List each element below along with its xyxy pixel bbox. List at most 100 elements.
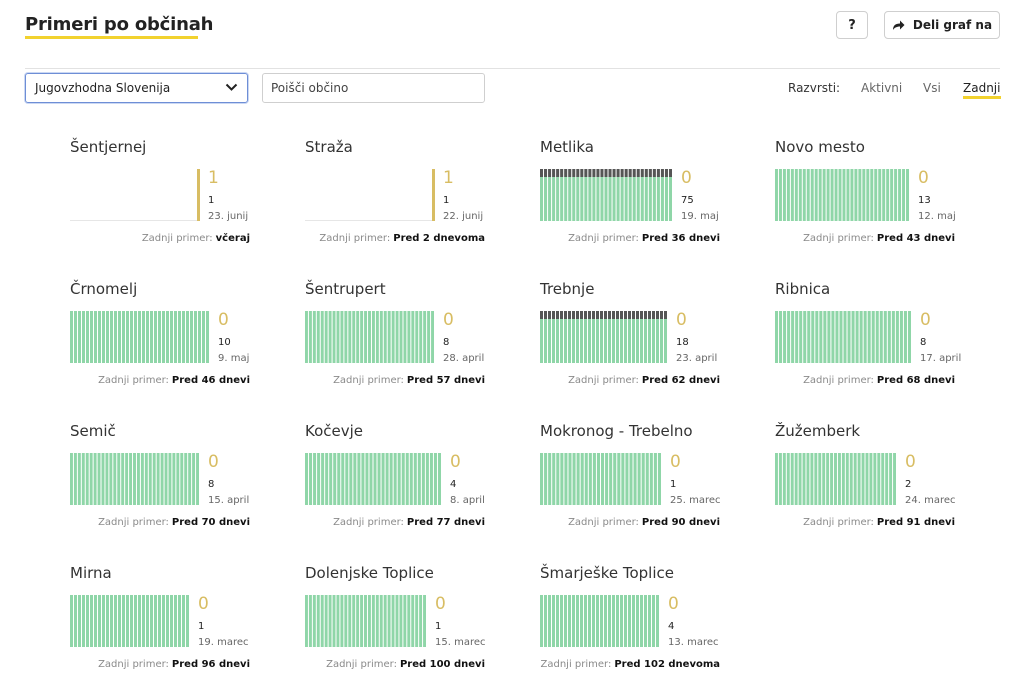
case-bar — [379, 595, 383, 647]
deceased-bar — [660, 169, 664, 177]
case-bar — [134, 311, 137, 363]
deceased-bar — [568, 311, 571, 319]
municipality-search-input[interactable] — [262, 73, 485, 103]
case-bar — [624, 595, 627, 647]
case-bar — [853, 453, 857, 505]
case-bar — [186, 595, 189, 647]
case-bar — [652, 595, 655, 647]
deceased-bar — [616, 311, 619, 319]
case-bar — [206, 311, 209, 363]
deceased-bar — [616, 169, 620, 177]
case-bar — [869, 453, 873, 505]
case-bar — [74, 311, 77, 363]
last-case-date: 15. april — [208, 495, 250, 506]
deceased-bar — [600, 169, 604, 177]
case-bar — [70, 453, 73, 505]
deceased-bar — [656, 169, 660, 177]
case-bar — [588, 319, 591, 363]
case-bar — [628, 319, 631, 363]
municipality-card: Trebnje 0 18 23. april Zadnji primer: Pred 62… — [540, 280, 726, 392]
last-case-footer: Zadnji primer: Pred 46 dnevi — [70, 375, 250, 386]
case-bar — [130, 311, 133, 363]
share-arrow-icon — [892, 20, 905, 30]
case-bar — [644, 595, 647, 647]
last-case-date: 15. marec — [435, 637, 486, 648]
case-bar — [556, 453, 560, 505]
deceased-bar — [564, 169, 568, 177]
case-bar — [144, 453, 148, 505]
help-button[interactable]: ? — [836, 11, 868, 39]
case-bar — [823, 311, 827, 363]
case-bar — [357, 453, 361, 505]
sort-option-all[interactable]: Vsi — [923, 81, 941, 95]
case-bar — [324, 595, 328, 647]
region-select[interactable]: Jugovzhodna Slovenija — [25, 73, 248, 103]
case-bar — [399, 311, 403, 363]
case-bar — [78, 311, 81, 363]
last-case-footer: Zadnji primer: Pred 100 dnevi — [305, 659, 485, 670]
last-case-footer: Zadnji primer: Pred 90 dnevi — [540, 517, 720, 528]
active-count: 0 — [218, 310, 229, 330]
deceased-bar — [664, 311, 667, 319]
last-case-footer: Zadnji primer: Pred 2 dnevoma — [305, 233, 485, 244]
case-bar — [383, 595, 387, 647]
sort-option-latest[interactable]: Zadnji — [963, 81, 1001, 95]
case-bar — [592, 595, 595, 647]
case-bar — [584, 319, 587, 363]
case-bar — [361, 453, 365, 505]
municipality-name: Šmarješke Toplice — [540, 564, 674, 582]
case-bar — [427, 311, 431, 363]
case-bar — [540, 177, 544, 221]
case-bar — [403, 311, 407, 363]
case-bar — [605, 453, 609, 505]
case-bar — [387, 595, 391, 647]
case-bar — [110, 595, 113, 647]
case-bar — [320, 311, 324, 363]
sort-option-active[interactable]: Aktivni — [861, 81, 903, 95]
case-bar — [202, 311, 205, 363]
last-case-date: 19. maj — [681, 211, 719, 222]
case-bar — [407, 311, 411, 363]
case-bar — [803, 311, 807, 363]
case-bar — [620, 177, 624, 221]
total-count: 10 — [218, 337, 231, 348]
case-bar — [340, 311, 344, 363]
sparkline-chart — [775, 311, 911, 363]
case-bar — [544, 453, 548, 505]
sparkline-chart — [540, 311, 667, 363]
case-bar — [312, 595, 316, 647]
share-button[interactable]: Deli graf na — [884, 11, 1000, 39]
case-bar — [118, 311, 121, 363]
last-case-label: Zadnji primer: — [568, 233, 639, 244]
deceased-bar — [572, 169, 576, 177]
case-bar — [576, 453, 580, 505]
case-bar — [861, 453, 865, 505]
case-bar — [863, 311, 867, 363]
last-case-date: 17. april — [920, 353, 962, 364]
sparkline-chart — [305, 453, 441, 505]
case-bar — [794, 169, 798, 221]
case-bar — [90, 595, 93, 647]
active-count: 0 — [668, 594, 679, 614]
case-bar — [604, 595, 607, 647]
active-count: 0 — [670, 452, 681, 472]
case-bar — [616, 595, 619, 647]
case-bar — [580, 595, 583, 647]
case-bar — [431, 311, 434, 363]
case-bar — [652, 319, 655, 363]
municipality-name: Semič — [70, 422, 116, 440]
case-bar — [644, 319, 647, 363]
last-case-footer: Zadnji primer: Pred 91 dnevi — [775, 517, 955, 528]
deceased-bar — [588, 169, 592, 177]
last-case-date: 23. junij — [208, 211, 249, 222]
sparkline-chart — [540, 453, 661, 505]
case-bar — [870, 169, 874, 221]
case-bar — [364, 311, 368, 363]
case-bar — [375, 311, 379, 363]
case-bar — [568, 453, 572, 505]
municipality-name: Šentrupert — [305, 280, 386, 298]
case-bar — [786, 169, 790, 221]
case-bar — [383, 311, 387, 363]
case-bar — [572, 319, 575, 363]
case-bar — [134, 595, 137, 647]
